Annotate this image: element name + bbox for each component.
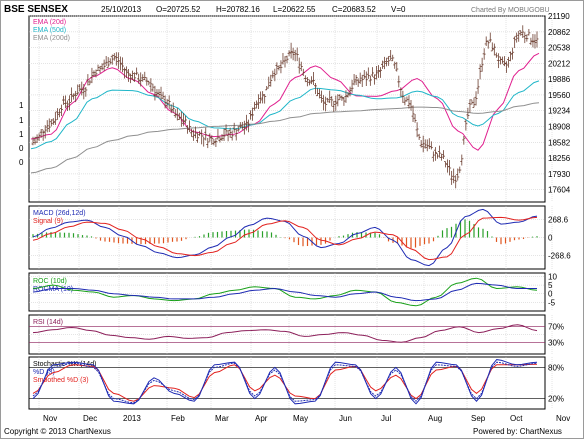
chart-marks: Nov Dec 2013 Feb Mar Apr May Jun Jul Aug Sep Oct Nov…: [19, 12, 571, 423]
legend-stoch-k: Stochastic %K (14d): [33, 361, 96, 368]
legend-signal: Signal (9): [33, 218, 63, 225]
x-tick-label: 2013: [123, 414, 141, 423]
legend-roc: ROC (10d): [33, 278, 67, 285]
x-tick-label: Dec: [83, 414, 97, 423]
legend-ema20: EMA (20d): [33, 19, 66, 26]
left-axis-label: 1: [19, 130, 24, 139]
x-tick-label: Mar: [215, 414, 229, 423]
x-tick-label: Aug: [428, 414, 442, 423]
x-tick-label: Nov: [556, 414, 570, 423]
x-tick-label: Sep: [471, 414, 486, 423]
y-tick-label: 70%: [548, 323, 564, 332]
footer-copyright: Copyright © 2013 ChartNexus: [4, 427, 111, 436]
y-tick-label: 18908: [548, 123, 571, 132]
x-tick-label: Jul: [381, 414, 391, 423]
ema50-line: [30, 80, 540, 150]
y-tick-label: 10: [548, 272, 557, 281]
legend-ema50: EMA (50d): [33, 27, 66, 34]
y-tick-label: 20212: [548, 59, 571, 68]
header-high: H=20782.16: [216, 5, 260, 14]
x-tick-label: Feb: [171, 414, 185, 423]
x-tick-label: Apr: [255, 414, 268, 423]
y-tick-label: 19234: [548, 107, 571, 116]
signal-line: [32, 216, 538, 261]
rocma-line: [32, 282, 537, 302]
left-axis-label: 0: [19, 158, 24, 167]
roc-panel: [28, 272, 546, 312]
header-date: 25/10/2013: [101, 5, 142, 14]
y-tick-label: 21190: [548, 12, 570, 21]
y-tick-label: 20862: [548, 28, 571, 37]
header-close: C=20683.52: [332, 5, 376, 14]
chart-title: BSE SENSEX: [4, 4, 68, 15]
legend-stoch-smooth: Smoothed %D (3): [33, 377, 89, 384]
y-tick-label: 80%: [548, 363, 564, 372]
roc-line: [32, 277, 538, 307]
legend-rsi: RSI (14d): [33, 319, 63, 326]
y-tick-label: 18582: [548, 138, 571, 147]
y-tick-label: 0: [548, 234, 553, 243]
stoch-d-line: [32, 361, 538, 404]
y-tick-label: 19560: [548, 91, 571, 100]
y-tick-label: 5: [548, 281, 553, 290]
vertical-gridlines: [38, 16, 553, 409]
y-tick-label: 17604: [548, 186, 571, 195]
y-tick-label: 18256: [548, 154, 571, 163]
y-tick-label: 20538: [548, 44, 571, 53]
stochastic-panel: [28, 356, 546, 410]
y-tick-label: -268.6: [548, 252, 571, 261]
x-tick-label: May: [293, 414, 308, 423]
y-tick-label: 30%: [548, 338, 564, 347]
header-low: L=20622.55: [273, 5, 316, 14]
y-tick-label: 0: [548, 290, 553, 299]
y-tick-label: 20%: [548, 395, 564, 404]
y-tick-label: -5: [548, 298, 556, 307]
legend-ema200: EMA (200d): [33, 35, 70, 42]
left-axis-label: 1: [19, 101, 24, 110]
footer-powered: Powered by: ChartNexus: [473, 427, 562, 436]
legend-macd: MACD (26d,12d): [33, 210, 86, 217]
y-tick-label: 268.6: [548, 215, 569, 224]
stoch-k-line: [32, 359, 538, 405]
ema20-line: [30, 52, 540, 151]
y-tick-label: 19886: [548, 75, 571, 84]
ema200-line: [30, 102, 540, 174]
legend-rocma: ROCMA (10): [33, 286, 73, 293]
x-tick-label: Jun: [339, 414, 352, 423]
macd-line: [32, 208, 538, 267]
header-open: O=20725.52: [156, 5, 201, 14]
horizontal-gridlines: [29, 15, 545, 399]
y-tick-label: 17930: [548, 170, 571, 179]
header-credit: Charted By MOBUGOBU: [471, 7, 550, 14]
x-tick-label: Nov: [43, 414, 57, 423]
x-tick-label: Oct: [510, 414, 523, 423]
header-volume: V=0: [391, 5, 406, 14]
price-panel: [28, 15, 546, 203]
left-axis-label: 1: [19, 116, 24, 125]
rsi-line: [32, 324, 538, 343]
left-axis-label: 0: [19, 144, 24, 153]
legend-stoch-d: %D (3): [33, 369, 55, 376]
